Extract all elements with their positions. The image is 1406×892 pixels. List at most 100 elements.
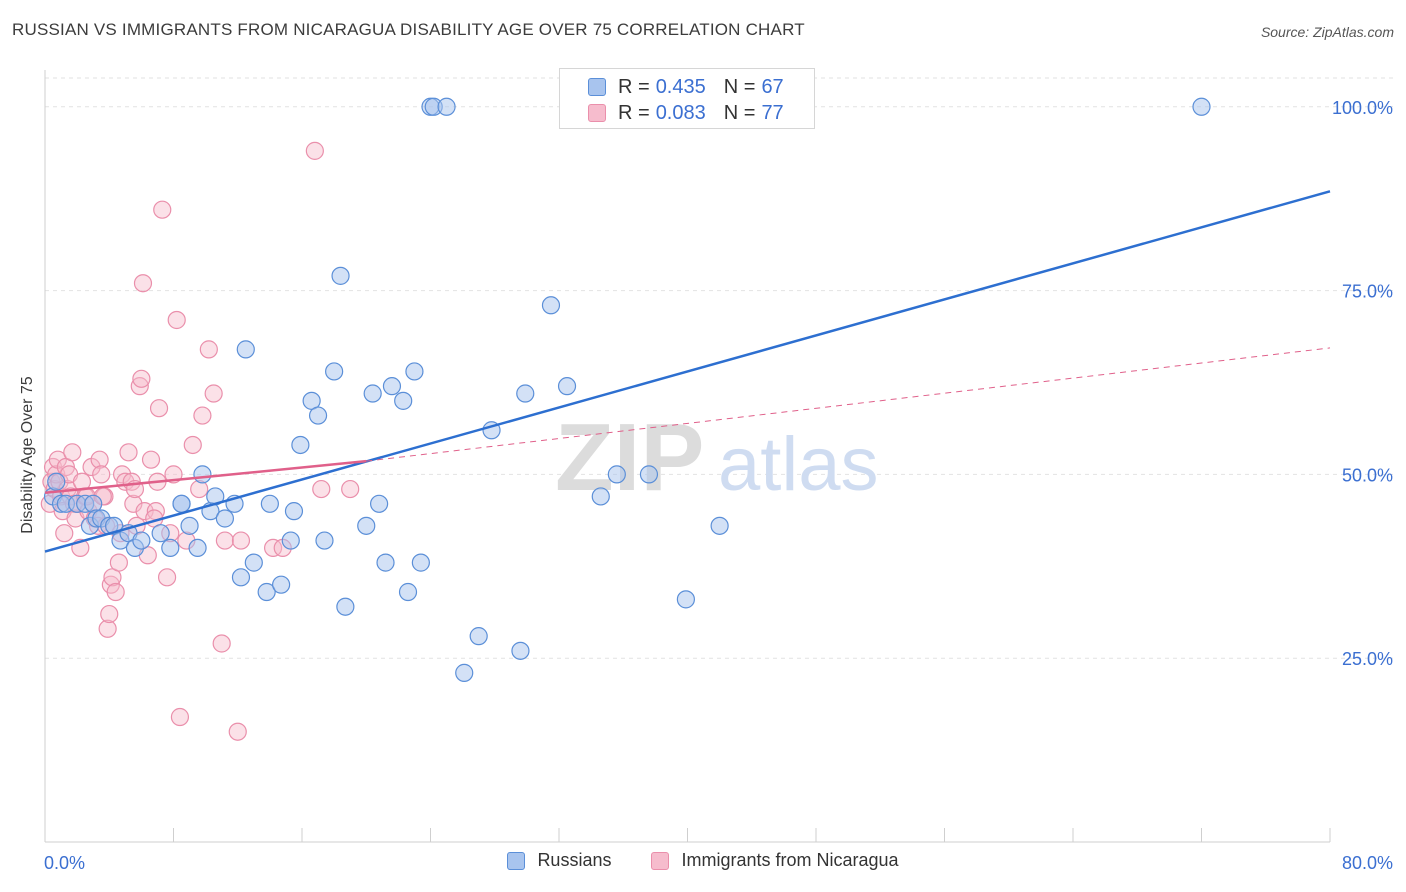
data-point-russians [215,509,234,528]
data-point-russians [336,597,355,616]
data-point-russians [639,465,659,484]
russian-points [43,97,1211,682]
watermark-atlas: atlas [718,422,879,507]
legend-r-label: R = [618,75,650,98]
data-point-nicaragua [100,604,119,624]
data-point-russians [607,465,626,484]
legend-item-russians[interactable]: Russians [507,850,611,871]
legend-swatch-nicaragua [651,851,670,870]
data-point-nicaragua [193,406,212,425]
y-axis-label: Disability Age Over 75 [19,376,36,534]
data-point-nicaragua [109,553,128,572]
data-point-nicaragua [312,479,331,499]
data-point-russians [308,406,328,425]
legend-swatch-russians [507,851,526,870]
correlation-legend: R = 0.435 N = 67 R = 0.083 N = 77 [559,68,815,129]
data-point-russians [557,377,577,396]
data-point-russians [1192,97,1211,116]
legend-r-label: R = [618,101,650,124]
data-point-nicaragua [132,369,151,388]
data-point-nicaragua [190,479,209,499]
data-point-nicaragua [130,377,149,396]
x-tick-label: 0.0% [44,853,85,873]
data-point-russians [331,266,350,285]
data-point-russians [151,524,170,543]
trend-lines [44,190,1331,553]
data-point-russians [236,340,255,359]
legend-swatch-nicaragua [588,104,606,122]
data-point-nicaragua [263,538,283,558]
data-point-russians [710,516,729,535]
nicaragua-points [40,141,360,741]
data-point-russians [363,384,382,403]
legend-label-nicaragua: Immigrants from Nicaragua [681,850,899,870]
data-point-russians [469,627,488,646]
data-point-nicaragua [153,200,172,219]
data-point-russians [516,384,535,403]
data-point-russians [398,582,418,602]
y-tick-label: 100.0% [1332,98,1393,118]
data-point-russians [541,296,561,315]
data-point-nicaragua [228,722,247,741]
data-point-russians [382,377,402,396]
data-point-nicaragua [141,450,161,469]
legend-n-label: N = [723,101,756,124]
trend-line-nicaragua [366,347,1331,462]
data-point-russians [180,516,199,535]
data-point-nicaragua [305,141,324,160]
data-point-nicaragua [167,310,186,330]
data-point-russians [47,472,66,491]
data-point-russians [357,516,376,535]
data-point-russians [455,663,474,682]
data-point-russians [376,553,395,572]
data-point-nicaragua [55,524,74,543]
source-label: Source: ZipAtlas.com [1260,24,1394,40]
data-point-russians [370,494,389,513]
data-point-russians [405,362,424,381]
data-point-nicaragua [204,384,223,403]
data-point-russians [272,575,291,594]
legend-r-value-russians: 0.435 [655,75,706,98]
data-point-russians [411,553,430,572]
legend-item-nicaragua[interactable]: Immigrants from Nicaragua [651,850,899,871]
watermark: ZIP atlas [555,404,879,511]
data-point-russians [676,590,695,609]
data-point-russians [260,494,279,513]
legend-n-label: N = [723,75,756,98]
data-point-russians [325,362,344,381]
data-point-russians [291,435,310,455]
data-point-nicaragua [157,568,177,587]
data-point-russians [231,568,251,587]
data-point-russians [188,538,207,558]
watermark-zip: ZIP [555,404,704,511]
data-point-russians [284,502,304,521]
data-point-nicaragua [149,399,169,418]
legend-row-russians: R = 0.435 N = 67 [560,74,802,100]
data-point-russians [511,641,530,660]
data-point-russians [591,487,610,506]
data-point-nicaragua [98,619,117,638]
legend-n-value-russians: 67 [761,75,784,98]
axes [44,70,1331,843]
y-tick-label: 75.0% [1342,282,1393,302]
data-point-nicaragua [124,494,143,513]
data-point-russians [257,582,276,602]
data-point-nicaragua [119,443,138,462]
legend-swatch-russians [588,78,606,96]
y-tick-label: 50.0% [1342,465,1393,485]
data-point-nicaragua [133,274,153,293]
legend-label-russians: Russians [537,850,612,870]
tick-labels: 25.0% 50.0% 75.0% 100.0% 0.0% 80.0% [44,98,1393,873]
data-point-nicaragua [212,634,231,653]
trend-line-nicaragua [44,459,367,495]
data-point-russians [244,553,263,572]
data-point-nicaragua [92,465,111,484]
data-point-russians [193,465,212,484]
data-point-nicaragua [170,707,190,727]
data-point-russians [161,538,180,558]
data-point-nicaragua [106,582,125,602]
data-point-russians [281,531,300,550]
legend-row-nicaragua: R = 0.083 N = 77 [560,100,802,126]
data-point-nicaragua [183,435,202,455]
